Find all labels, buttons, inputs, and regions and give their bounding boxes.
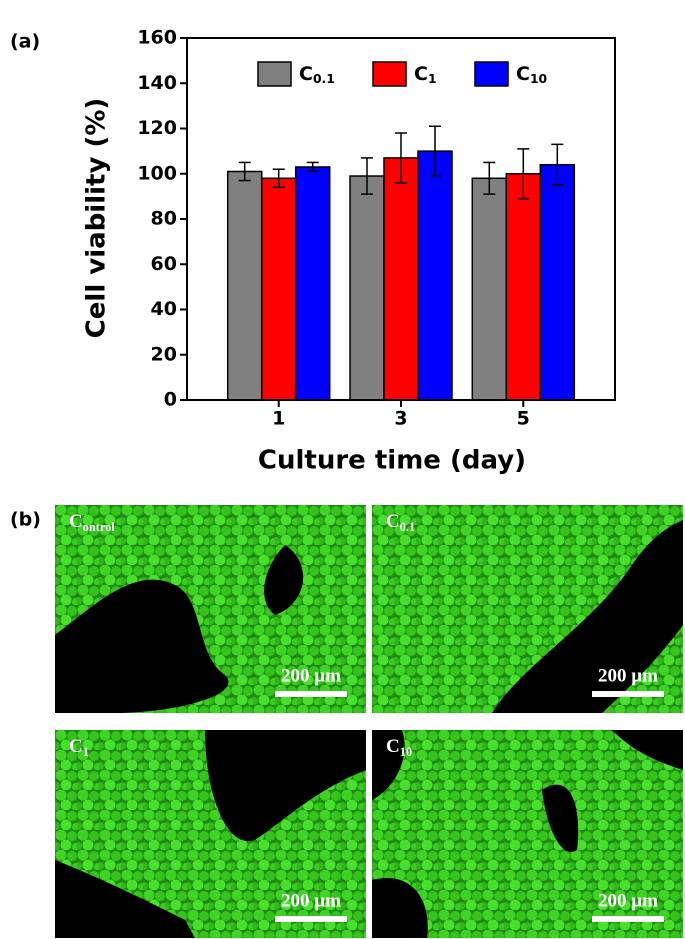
micrographs: Control 200 µm C0.1 200 µm C1 200 µm C10 200 µm <box>55 505 683 938</box>
x-tick-label: 3 <box>394 408 407 430</box>
error-bar <box>429 125 441 177</box>
image-label: C0.1 <box>386 511 415 533</box>
legend-label: C1 <box>414 63 437 86</box>
y-tick-label: 20 <box>151 343 177 365</box>
dark-region <box>372 730 683 938</box>
image-label: C10 <box>386 736 412 758</box>
bar <box>417 150 453 401</box>
panel-label: (b) <box>10 509 41 531</box>
y-tick-label: 140 <box>137 72 177 94</box>
error-bar <box>483 161 496 195</box>
y-tick-label: 0 <box>164 389 177 411</box>
y-tick-label: 160 <box>137 27 177 49</box>
error-bar <box>551 143 564 186</box>
micrograph: C10 200 µm <box>372 730 683 938</box>
error-bar <box>238 161 251 182</box>
bar <box>505 173 542 401</box>
bar <box>349 175 385 401</box>
bar <box>539 163 576 401</box>
legend-swatch <box>257 61 292 87</box>
bar <box>471 177 508 401</box>
y-axis-title: Cell viability (%) <box>82 98 112 339</box>
image-label: C1 <box>69 736 89 758</box>
bar <box>383 157 419 401</box>
error-bar <box>517 148 530 200</box>
micrograph: C1 200 µm <box>55 730 366 938</box>
bar <box>294 166 331 401</box>
error-bar <box>306 161 319 173</box>
scale-bar-label: 200 µm <box>281 890 341 911</box>
x-axis-title: Culture time (day) <box>258 446 526 476</box>
error-bar <box>272 168 285 189</box>
dark-region <box>55 730 366 938</box>
y-tick-label: 120 <box>137 117 177 139</box>
x-tick-label: 5 <box>517 408 530 430</box>
scale-bar-label: 200 µm <box>281 665 341 686</box>
error-bar <box>361 157 373 195</box>
scale-bar <box>592 691 664 697</box>
cell-image <box>372 730 683 938</box>
micrograph: C0.1 200 µm <box>372 505 683 713</box>
scale-bar <box>275 916 347 922</box>
y-tick-label: 40 <box>151 298 177 320</box>
legend-swatch <box>474 61 509 87</box>
legend-label: C10 <box>516 63 547 86</box>
error-bar <box>395 132 407 184</box>
dark-region <box>492 520 683 713</box>
scale-bar <box>275 691 347 697</box>
scale-bar-label: 200 µm <box>598 890 658 911</box>
y-tick-label: 100 <box>137 162 177 184</box>
micrograph: Control 200 µm <box>55 505 366 713</box>
y-tick-label: 60 <box>151 253 177 275</box>
legend-swatch <box>372 61 407 87</box>
bar <box>226 170 263 401</box>
y-tick-label: 80 <box>151 208 177 230</box>
scale-bar <box>592 916 664 922</box>
scale-bar-label: 200 µm <box>598 665 658 686</box>
legend-label: C0.1 <box>299 63 335 86</box>
bar <box>260 177 297 401</box>
dark-region <box>55 545 304 713</box>
image-label: Control <box>69 511 115 533</box>
x-tick-label: 1 <box>272 408 285 430</box>
panel-label: (a) <box>10 31 40 53</box>
